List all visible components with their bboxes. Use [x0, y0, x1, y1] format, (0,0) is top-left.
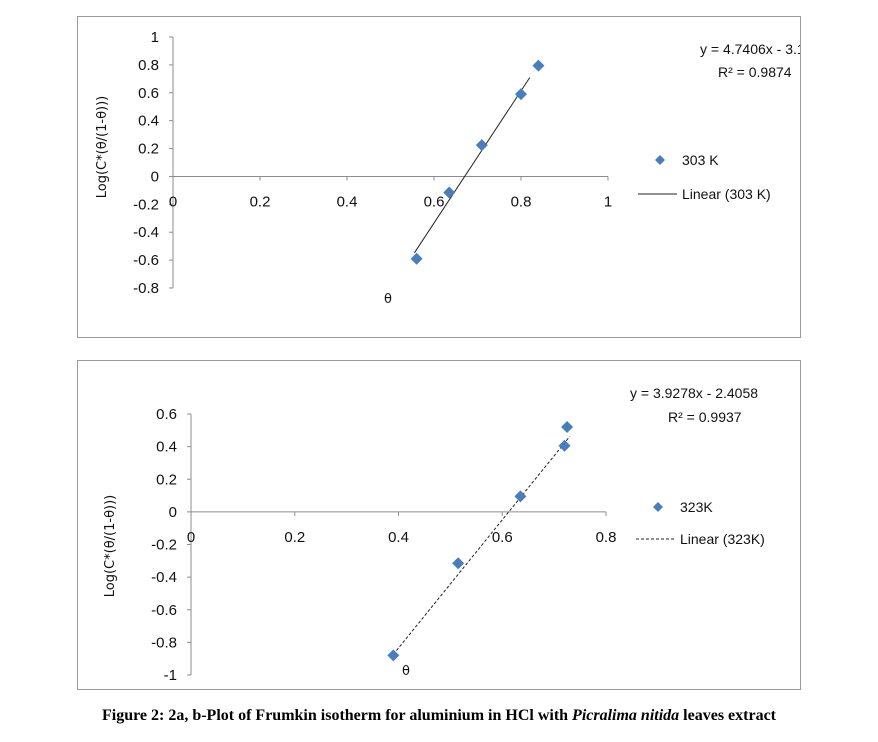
data-point: [452, 557, 465, 570]
data-point: [514, 490, 527, 503]
x-tick-label: 0.4: [337, 193, 358, 210]
data-point: [387, 649, 400, 662]
y-tick-label: 0.4: [156, 439, 177, 456]
data-point: [532, 59, 545, 72]
x-tick-label: 0.8: [511, 193, 532, 210]
r-squared-label: R² = 0.9874: [718, 64, 792, 80]
x-axis-title: θ: [384, 292, 392, 307]
x-tick-label: 0.2: [250, 193, 271, 210]
y-tick-label: -0.2: [151, 537, 177, 554]
legend-marker: [653, 502, 663, 512]
trendline: [392, 436, 571, 655]
trendline-equation: y = 3.9278x - 2.4058: [630, 385, 758, 401]
y-tick-label: 0.4: [138, 113, 159, 130]
y-tick-label: 0.8: [138, 57, 159, 74]
caption-suffix: leaves extract: [679, 707, 777, 724]
y-tick-label: -0.2: [133, 196, 159, 213]
caption-prefix: Figure 2: 2a, b-Plot of Frumkin isotherm…: [101, 707, 573, 724]
legend-marker: [655, 155, 665, 165]
figure-caption: Figure 2: 2a, b-Plot of Frumkin isotherm…: [0, 707, 878, 725]
y-tick-label: -0.4: [133, 224, 159, 241]
data-point: [515, 88, 527, 101]
y-tick-label: 0.6: [138, 85, 159, 102]
data-point: [475, 139, 488, 152]
data-point: [443, 186, 456, 199]
r-squared-label: R² = 0.9937: [668, 409, 742, 425]
chart-323k: 0.6 0.4 0.2 0 -0.2 -0.4 -0.6 -0.8 -1 0 0.2 0.4 0.6 0.…: [103, 385, 765, 684]
x-tick-label: 0.2: [284, 529, 305, 546]
y-axis-title: Log(C*(θ/(1-θ))): [95, 96, 110, 198]
y-tick-label: -0.6: [151, 602, 177, 619]
y-tick-label: -1: [164, 667, 177, 684]
y-tick-label: -0.8: [151, 634, 177, 651]
chart-panel-303k: 1 0.8 0.6 0.4 0.2 0 -0.2 -0.4 -0.6 -0.8 0 0.2 0.4 0.6…: [77, 16, 801, 338]
x-tick-label: 0.6: [424, 193, 445, 210]
y-tick-label: -0.8: [133, 280, 159, 297]
y-tick-label: 0: [151, 168, 159, 185]
legend-trendline-label: Linear (323K): [680, 531, 765, 547]
caption-species: Picralima nitida: [572, 707, 680, 724]
chart-303k: 1 0.8 0.6 0.4 0.2 0 -0.2 -0.4 -0.6 -0.8 0 0.2 0.4 0.6…: [95, 29, 800, 307]
legend-series-label: 303 K: [682, 152, 719, 168]
y-tick-label: 0: [169, 504, 177, 521]
y-axis-title: Log(C*(θ/(1-θ))): [103, 495, 118, 597]
data-point: [410, 252, 423, 265]
trendline-equation: y = 4.7406x - 3.1786: [700, 41, 800, 57]
x-tick-label: 0.4: [388, 529, 409, 546]
x-tick-label: 0: [169, 193, 177, 210]
x-tick-label: 0.8: [596, 529, 617, 546]
x-tick-label: 0: [187, 529, 195, 546]
y-tick-label: 0.2: [138, 141, 159, 158]
x-axis-title: θ: [402, 664, 410, 679]
data-point: [561, 421, 574, 434]
data-point: [558, 439, 571, 452]
trendline: [414, 77, 531, 254]
x-tick-label: 1: [604, 193, 612, 210]
y-tick-label: 0.6: [156, 406, 177, 423]
legend-series-label: 323K: [680, 499, 713, 515]
y-tick-label: -0.4: [151, 569, 177, 586]
legend-trendline-label: Linear (303 K): [682, 186, 771, 202]
chart-panel-323k: 0.6 0.4 0.2 0 -0.2 -0.4 -0.6 -0.8 -1 0 0.2 0.4 0.6 0.…: [77, 360, 801, 690]
x-tick-label: 0.6: [492, 529, 513, 546]
y-tick-label: -0.6: [133, 252, 159, 269]
y-tick-label: 0.2: [156, 471, 177, 488]
y-tick-label: 1: [151, 29, 159, 46]
